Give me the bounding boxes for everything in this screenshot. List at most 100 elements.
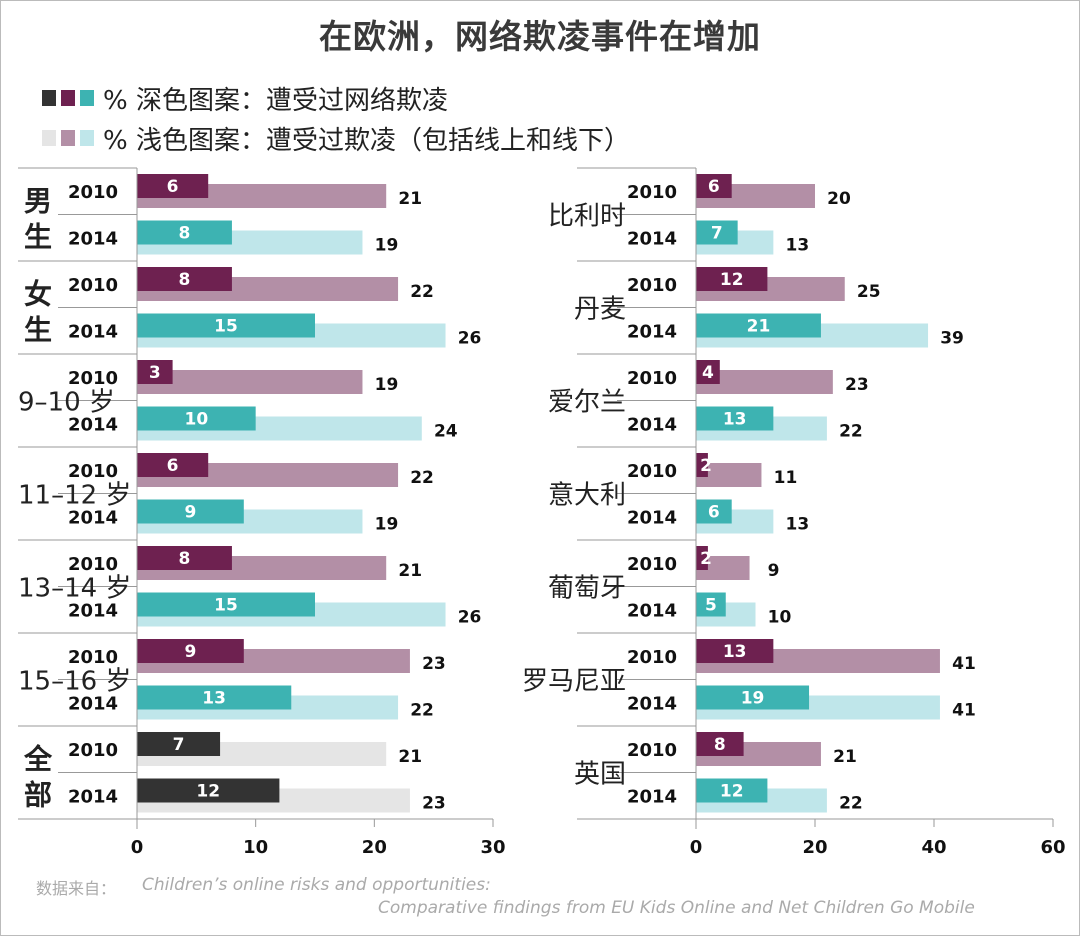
bar-cyber <box>696 778 768 803</box>
legend-swatch-purple-light <box>61 130 75 146</box>
source-line-2: Comparative findings from EU Kids Online… <box>378 898 975 918</box>
bar-cyber-label: 15 <box>214 317 238 337</box>
year-label: 2014 <box>627 694 677 715</box>
year-label: 2010 <box>68 554 118 575</box>
bar-total-label: 26 <box>458 608 482 628</box>
legend-dark-label: % 深色图案：遭受过网络欺凌 <box>103 85 448 116</box>
bar-total-label: 39 <box>940 329 964 349</box>
bar-cyber <box>696 639 774 663</box>
bar-cyber-label: 13 <box>202 689 226 709</box>
year-label: 2010 <box>68 368 118 389</box>
x-tick-label: 60 <box>1040 837 1065 858</box>
bar-total-label: 21 <box>398 189 422 209</box>
bar-total-label: 19 <box>375 375 399 395</box>
year-label: 2010 <box>627 461 677 482</box>
bar-cyber <box>137 546 232 570</box>
bar-cyber <box>137 267 232 291</box>
group-label: 比利时 <box>548 202 626 232</box>
group-label: 丹麦 <box>574 295 626 325</box>
group-label: 爱尔兰 <box>548 388 626 418</box>
bar-cyber <box>696 174 732 198</box>
bar-cyber-label: 7 <box>173 735 185 755</box>
year-label: 2014 <box>68 322 118 343</box>
bar-cyber <box>137 685 292 710</box>
year-label: 2014 <box>627 229 677 250</box>
bar-total-label: 22 <box>410 468 434 488</box>
legend-swatch-teal-light <box>80 130 94 146</box>
x-tick-label: 40 <box>921 837 946 858</box>
bar-cyber <box>696 453 708 477</box>
legend-swatch-purple-dark <box>61 90 75 106</box>
year-label: 2014 <box>68 601 118 622</box>
group-label: 9–10 岁 <box>18 388 115 418</box>
source-label: 数据来自： <box>36 879 117 898</box>
bar-total-label: 41 <box>952 654 976 674</box>
year-label: 2014 <box>627 508 677 529</box>
bar-cyber-label: 6 <box>708 503 720 523</box>
bar-total-label: 13 <box>786 236 810 256</box>
bar-cyber-label: 19 <box>741 689 765 709</box>
bar-cyber <box>696 313 821 338</box>
bar-cyber <box>137 639 244 663</box>
bar-total-label: 20 <box>827 189 851 209</box>
bar-cyber <box>696 360 720 384</box>
bar-cyber-label: 3 <box>149 363 161 383</box>
x-tick-label: 20 <box>802 837 827 858</box>
year-label: 2010 <box>627 182 677 203</box>
group-label: 女 <box>24 278 52 311</box>
bar-cyber <box>137 592 315 617</box>
bar-cyber-label: 12 <box>196 782 220 802</box>
bar-cyber-label: 4 <box>702 363 714 383</box>
bar-total-label: 41 <box>952 701 976 721</box>
bar-total-label: 19 <box>375 515 399 535</box>
year-label: 2014 <box>627 601 677 622</box>
year-label: 2014 <box>68 508 118 529</box>
x-tick-label: 0 <box>131 837 144 858</box>
year-label: 2010 <box>68 275 118 296</box>
bar-total-label: 25 <box>857 282 881 302</box>
group-label: 男 <box>24 185 52 218</box>
legend-light: % 浅色图案：遭受过欺凌（包括线上和线下） <box>42 122 630 156</box>
group-label: 生 <box>24 221 52 254</box>
bar-cyber <box>696 220 738 245</box>
year-label: 2014 <box>68 229 118 250</box>
bar-total-label: 22 <box>839 794 863 814</box>
bar-cyber-label: 13 <box>723 410 747 430</box>
bar-cyber-label: 9 <box>184 642 196 662</box>
year-label: 2010 <box>627 554 677 575</box>
bar-cyber-label: 7 <box>711 224 723 244</box>
bar-cyber <box>696 406 774 431</box>
year-label: 2014 <box>627 415 677 436</box>
x-tick-label: 0 <box>690 837 703 858</box>
bar-cyber-label: 6 <box>167 177 179 197</box>
chart-title: 在欧洲，网络欺凌事件在增加 <box>319 17 761 56</box>
x-tick-label: 10 <box>243 837 268 858</box>
bar-total-label: 13 <box>786 515 810 535</box>
bar-cyber <box>696 546 708 570</box>
bar-cyber-label: 13 <box>723 642 747 662</box>
bar-total-label: 23 <box>422 794 446 814</box>
bar-cyber-label: 12 <box>720 782 744 802</box>
year-label: 2014 <box>68 787 118 808</box>
bar-total-label: 26 <box>458 329 482 349</box>
bar-cyber-label: 15 <box>214 596 238 616</box>
group-label: 英国 <box>574 760 626 790</box>
source-line-1: Children’s online risks and opportunitie… <box>142 875 491 895</box>
group-label: 罗马尼亚 <box>522 667 626 697</box>
bar-total-label: 10 <box>768 608 792 628</box>
bar-cyber <box>137 313 315 338</box>
group-label: 生 <box>24 314 52 347</box>
bar-cyber-label: 6 <box>708 177 720 197</box>
bar-cyber-label: 10 <box>184 410 208 430</box>
bar-total-label: 11 <box>774 468 798 488</box>
legend-swatch-gray-dark <box>42 90 56 106</box>
bar-cyber <box>696 592 726 617</box>
bar-cyber <box>137 453 209 477</box>
year-label: 2010 <box>68 182 118 203</box>
bar-cyber <box>696 499 732 524</box>
year-label: 2010 <box>627 275 677 296</box>
year-label: 2010 <box>627 740 677 761</box>
bar-cyber-label: 9 <box>184 503 196 523</box>
x-tick-label: 20 <box>362 837 387 858</box>
